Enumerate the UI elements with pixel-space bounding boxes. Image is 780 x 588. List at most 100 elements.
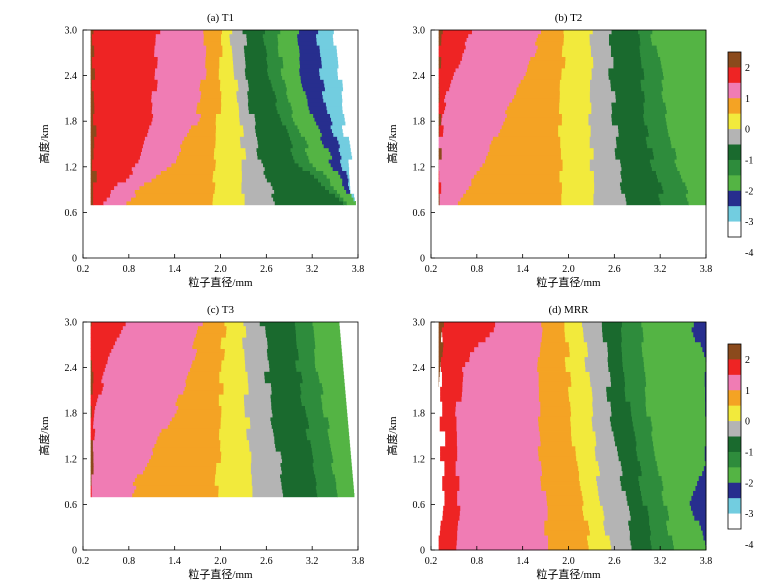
panel-2-cell — [90, 337, 118, 342]
panel-0-cell — [336, 45, 355, 50]
panel-1-cell — [613, 60, 642, 65]
panel-2-cell — [132, 481, 216, 486]
panel-3-cell — [455, 406, 541, 412]
panel-0-cell — [90, 144, 95, 149]
panel-1-cell — [641, 64, 662, 69]
panel-2-ytick-label: 1.8 — [65, 409, 78, 420]
panel-0-cell — [245, 56, 267, 61]
panel-1-cell — [590, 79, 611, 84]
panel-1-cell — [644, 90, 662, 95]
panel-1-cell — [561, 52, 592, 57]
panel-3-cell — [540, 411, 572, 417]
panel-0-cell — [314, 174, 328, 179]
panel-3-cell — [640, 465, 659, 472]
panel-0-ytick-label: 2.4 — [65, 71, 78, 82]
panel-1-cell — [589, 41, 610, 46]
panel-1-cell — [611, 30, 639, 35]
panel-1-cell — [666, 109, 707, 114]
panel-0-cell — [245, 64, 269, 69]
panel-3-cell — [438, 455, 441, 462]
panel-2-cell — [274, 439, 311, 444]
panel-0-cell — [143, 140, 183, 145]
panel-3-cell — [636, 450, 655, 457]
panel-0-cell — [285, 83, 303, 88]
panel-2-cell — [90, 470, 94, 475]
panel-1-cell — [506, 113, 563, 118]
panel-0-cell — [215, 140, 241, 145]
panel-3-cell — [700, 525, 707, 531]
panel-2-cell — [281, 455, 314, 460]
panel-3-cell — [609, 535, 631, 541]
panel-1-ytick-label: 1.2 — [413, 162, 426, 173]
panel-2-cell — [92, 363, 107, 368]
panel-0-cell — [94, 52, 155, 57]
panel-2-cell — [90, 363, 93, 368]
panel-0-cell — [332, 33, 355, 38]
panel-0-cell — [153, 113, 202, 118]
panel-0-cell — [222, 45, 233, 50]
panel-3-cell — [538, 426, 572, 432]
panel-1-cell — [615, 98, 646, 103]
panel-2-cell — [322, 386, 346, 391]
panel-0-cell — [90, 56, 93, 61]
panel-3-cell — [579, 480, 598, 486]
panel-0-cell — [271, 193, 336, 198]
panel-0-cell — [244, 201, 276, 206]
panel-0-cell — [233, 68, 246, 73]
panel-0-cell — [302, 87, 326, 92]
panel-0-cell — [218, 68, 234, 73]
panel-1-cell — [449, 87, 518, 92]
panel-3-cell — [459, 475, 541, 482]
panel-0-cell — [342, 106, 355, 111]
panel-1-cell — [439, 170, 478, 175]
panel-0-cell — [90, 159, 93, 164]
panel-3-cell — [457, 495, 547, 501]
panel-0-cell — [230, 41, 248, 46]
panel-1-cell — [482, 163, 563, 168]
panel-3-cell — [619, 475, 639, 482]
panel-1-cell — [527, 64, 566, 69]
panel-0-cell — [144, 136, 185, 141]
panel-0-cell — [216, 125, 244, 130]
panel-0-cell — [241, 174, 266, 179]
panel-2-cell — [219, 379, 249, 384]
panel-1-cell — [442, 30, 473, 35]
panel-2-ytick-label: 0.6 — [65, 500, 78, 511]
panel-0-cell — [94, 140, 145, 145]
panel-1-cell — [618, 128, 649, 133]
panel-0-cell — [271, 83, 287, 88]
panel-2-cell — [90, 451, 94, 456]
panel-2-xtick-label: 3.2 — [306, 556, 319, 567]
panel-3-cell — [633, 426, 653, 432]
panel-1-cell — [613, 56, 642, 61]
panel-2-cell — [196, 348, 226, 353]
panel-1-cell — [593, 178, 623, 183]
panel-3-cell — [547, 510, 584, 516]
panel-0-cell — [305, 90, 323, 95]
panel-0-cell — [94, 71, 156, 76]
panel-2-cell — [271, 420, 309, 425]
panel-3-cell — [455, 465, 542, 472]
panel-3-cell — [438, 495, 445, 501]
panel-0-cell — [200, 113, 217, 118]
panel-1-cell — [621, 189, 664, 194]
panel-2-cell — [315, 477, 336, 482]
panel-0-cell — [277, 109, 294, 114]
panel-1-xtick-label: 2.6 — [608, 264, 621, 275]
panel-3-cell — [588, 520, 604, 526]
panel-0-cell — [267, 52, 279, 57]
panel-3-cell — [662, 495, 692, 501]
panel-0-cell — [157, 60, 206, 65]
panel-3-cell — [587, 341, 608, 348]
panel-2-cell — [295, 325, 314, 330]
panel-0-cell — [340, 159, 349, 164]
panel-0-cell — [196, 106, 222, 111]
panel-2-cell — [192, 344, 221, 349]
panel-0-cell — [297, 41, 318, 46]
panel-0-cell — [255, 117, 282, 122]
panel-1-cell — [563, 30, 594, 35]
panel-1-cell — [670, 140, 707, 145]
panel-2-cell — [315, 367, 344, 372]
panel-2-cell — [90, 481, 92, 486]
panel-3-cell — [577, 460, 599, 467]
